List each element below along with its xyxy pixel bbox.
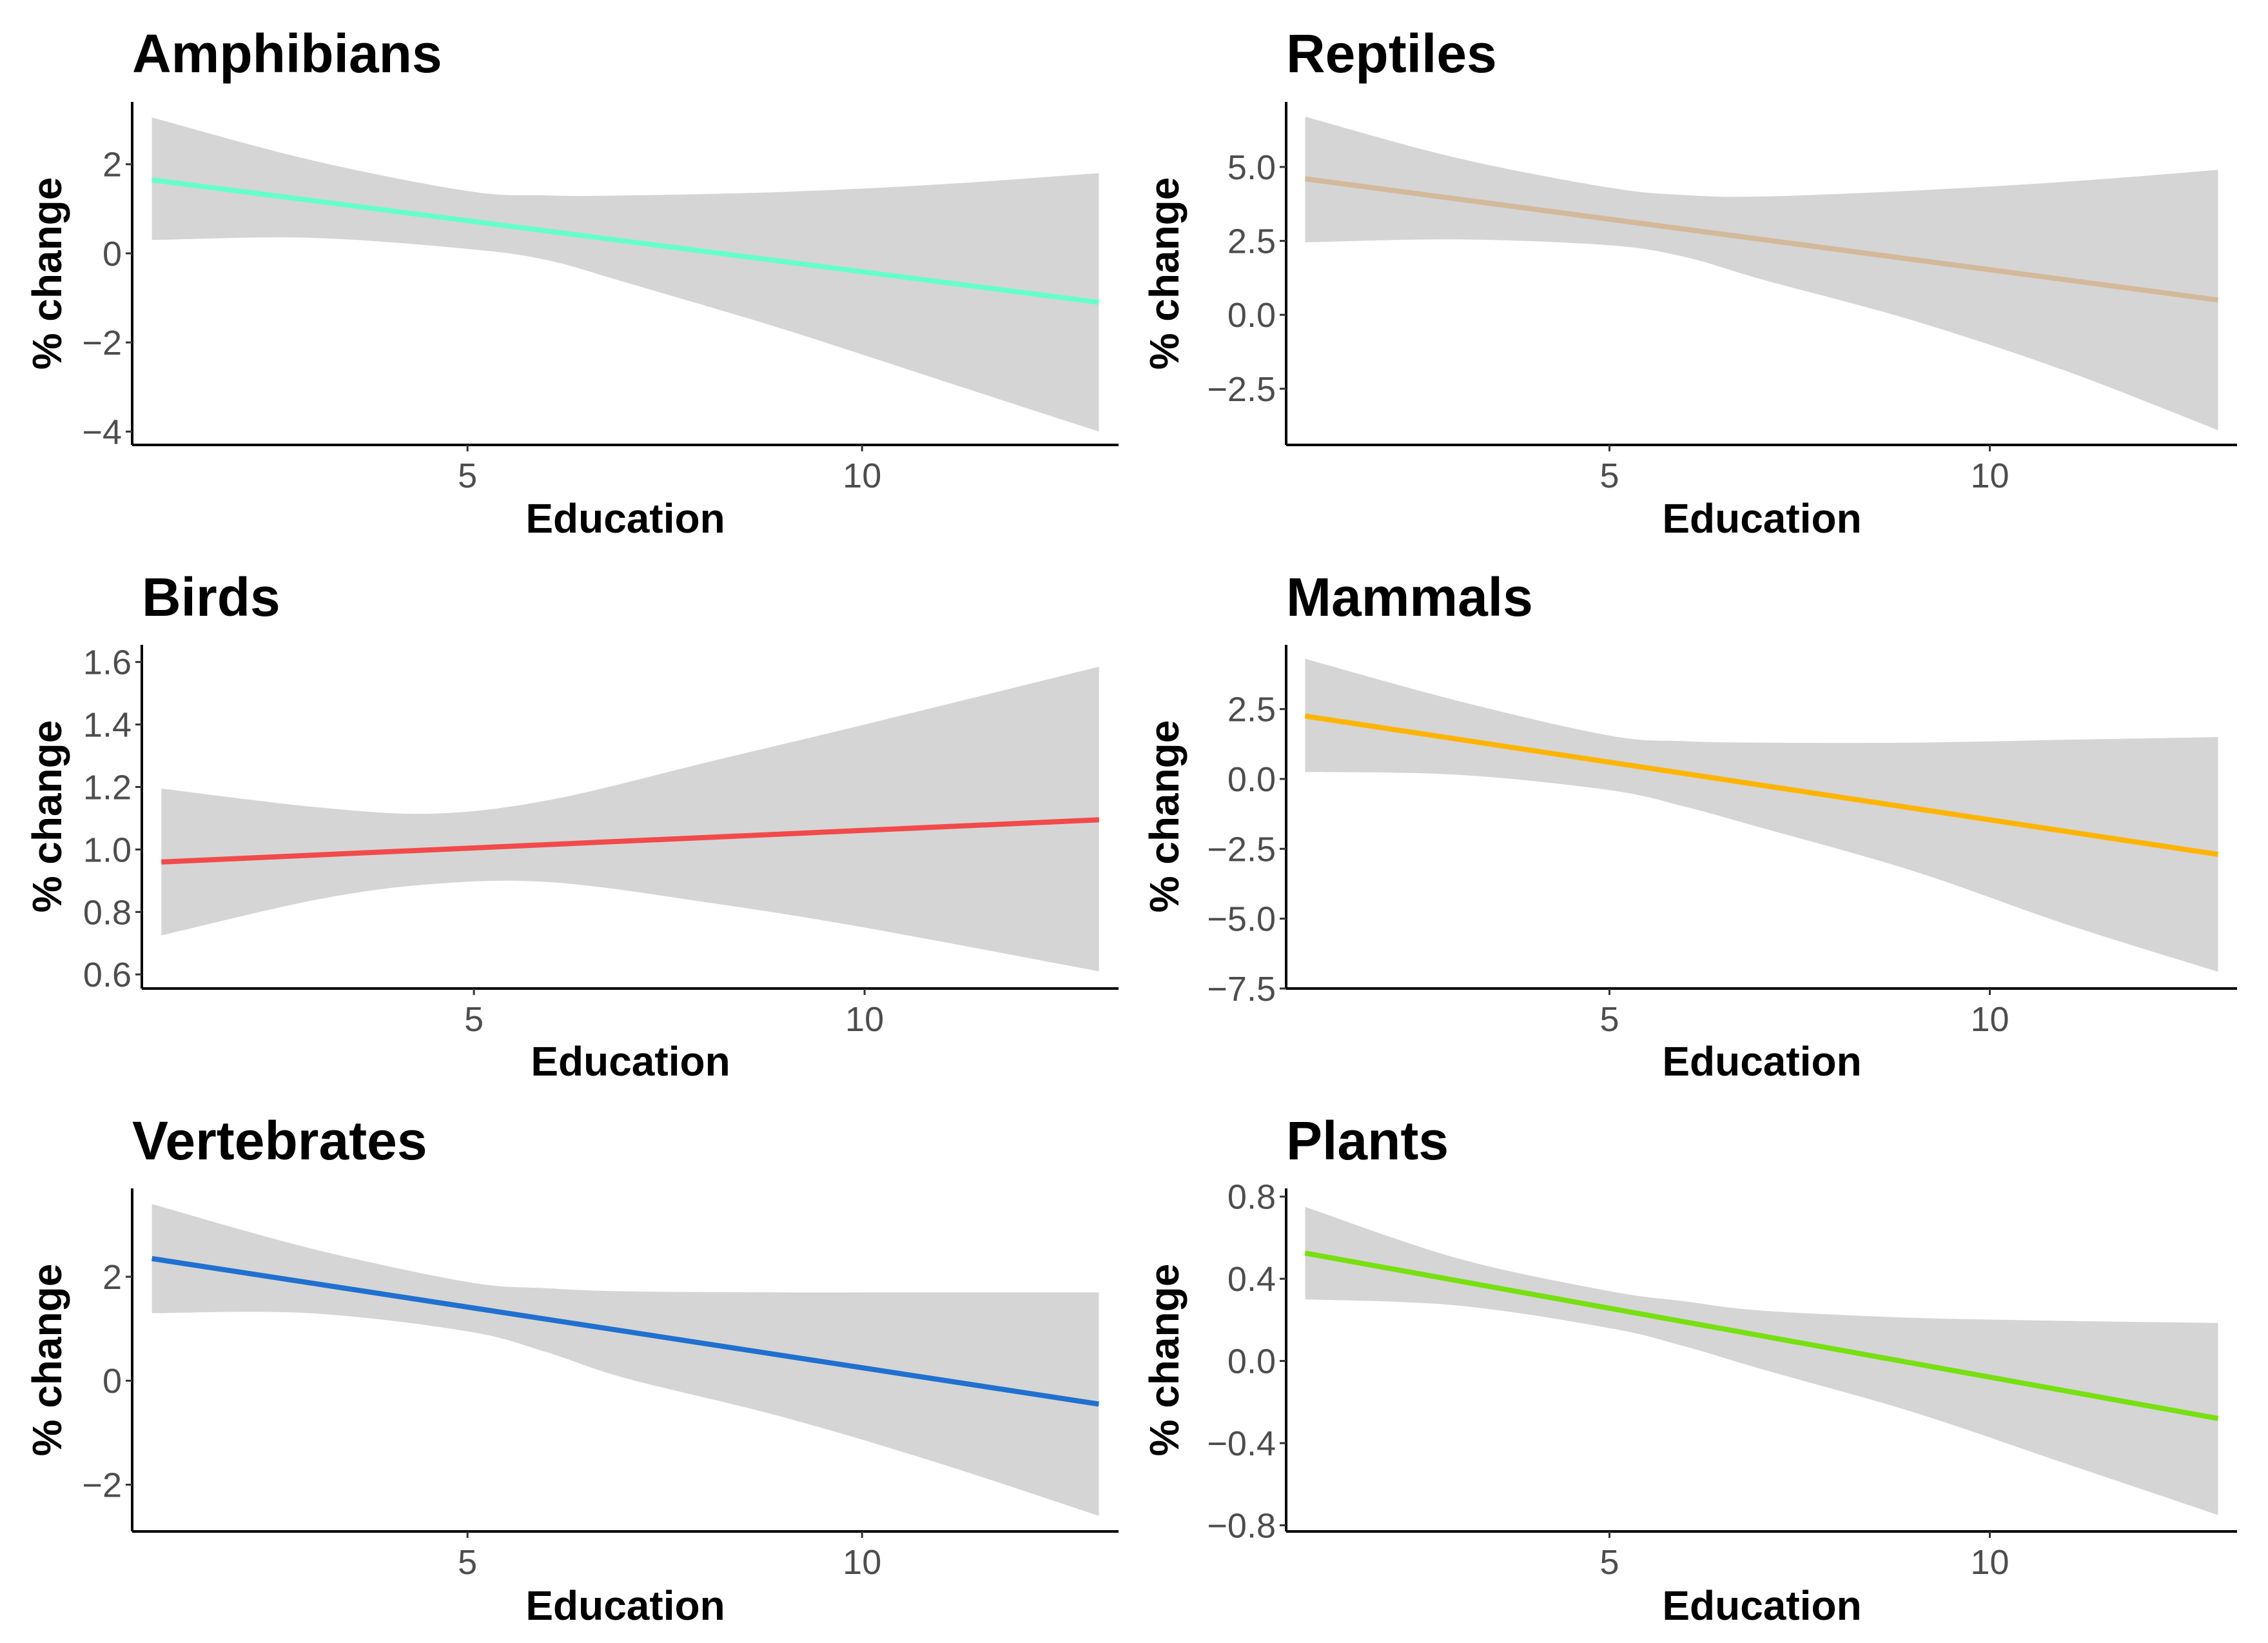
x-tick-label: 10 bbox=[1970, 1000, 2009, 1039]
panel-mammals: Mammals 2.5 0.0 −2.5 −5.0 −7.5 5 10 Education… bbox=[1141, 567, 2237, 1085]
y-tick-label: −7.5 bbox=[1207, 970, 1276, 1008]
x-ticks: 5 10 bbox=[458, 1531, 881, 1582]
x-tick-label: 5 bbox=[458, 457, 477, 495]
panel-amphibians: Amphibians 2 0 −2 −4 5 10 Education % change bbox=[24, 23, 1119, 542]
y-tick-label: 2 bbox=[103, 1258, 122, 1297]
y-tick-label: 2 bbox=[103, 146, 122, 184]
x-ticks: 5 10 bbox=[1599, 1531, 2009, 1582]
x-tick-label: 5 bbox=[1599, 457, 1619, 495]
x-ticks: 5 10 bbox=[458, 445, 881, 495]
x-axis-title: Education bbox=[1662, 1038, 1861, 1085]
y-ticks: 0.8 0.4 0.0 −0.4 −0.8 bbox=[1207, 1178, 1286, 1545]
x-tick-label: 10 bbox=[1970, 1543, 2009, 1582]
y-axis-title: % change bbox=[1141, 177, 1188, 370]
confidence-ribbon bbox=[1305, 1206, 2218, 1515]
y-tick-label: 0.6 bbox=[83, 956, 132, 994]
x-tick-label: 5 bbox=[1599, 1000, 1619, 1039]
y-tick-label: 2.5 bbox=[1227, 691, 1276, 729]
fit-line bbox=[151, 1255, 1100, 1407]
y-ticks: 2 0 −2 −4 bbox=[82, 146, 132, 451]
x-tick-label: 5 bbox=[458, 1543, 477, 1582]
y-tick-label: 0.4 bbox=[1227, 1260, 1276, 1299]
y-tick-label: −4 bbox=[82, 413, 122, 451]
x-ticks: 5 10 bbox=[1599, 989, 2009, 1039]
y-ticks: 1.6 1.4 1.2 1.0 0.8 0.6 bbox=[83, 644, 142, 994]
fit-line bbox=[1304, 713, 2219, 857]
panel-title: Reptiles bbox=[1286, 23, 1497, 84]
panel-title: Mammals bbox=[1286, 567, 1533, 627]
y-tick-label: −2 bbox=[82, 324, 122, 362]
confidence-ribbon bbox=[152, 1204, 1099, 1516]
x-tick-label: 10 bbox=[843, 457, 881, 495]
y-tick-label: −5.0 bbox=[1207, 900, 1276, 939]
panel-birds: Birds 1.6 1.4 1.2 1.0 0.8 0.6 5 10 Education %… bbox=[24, 567, 1119, 1085]
y-tick-label: 0.0 bbox=[1227, 760, 1276, 799]
confidence-ribbon bbox=[161, 666, 1099, 972]
x-ticks: 5 10 bbox=[464, 989, 884, 1039]
y-tick-label: 5.0 bbox=[1227, 148, 1276, 187]
y-axis-title: % change bbox=[1141, 1264, 1188, 1457]
confidence-ribbon bbox=[1305, 116, 2218, 431]
y-tick-label: 1.2 bbox=[83, 768, 132, 807]
panel-reptiles: Reptiles 5.0 2.5 0.0 −2.5 5 10 Education % c… bbox=[1141, 23, 2237, 542]
panel-title: Vertebrates bbox=[132, 1110, 427, 1171]
y-tick-label: 0 bbox=[103, 1362, 122, 1401]
confidence-ribbon bbox=[152, 117, 1099, 432]
x-tick-label: 10 bbox=[845, 1000, 884, 1039]
y-tick-label: 1.4 bbox=[83, 706, 132, 745]
confidence-ribbon bbox=[1305, 658, 2218, 972]
y-tick-label: 0.0 bbox=[1227, 1343, 1276, 1381]
y-tick-label: −2.5 bbox=[1207, 830, 1276, 869]
panel-title: Amphibians bbox=[132, 23, 442, 84]
y-ticks: 5.0 2.5 0.0 −2.5 bbox=[1207, 148, 1286, 409]
x-tick-label: 5 bbox=[464, 1000, 484, 1039]
y-tick-label: 0 bbox=[103, 235, 122, 273]
fit-line bbox=[152, 177, 1099, 305]
y-tick-label: 0.0 bbox=[1227, 296, 1276, 335]
y-tick-label: −2 bbox=[82, 1466, 122, 1504]
fit-line bbox=[1304, 176, 2219, 303]
x-tick-label: 10 bbox=[1970, 457, 2009, 495]
y-tick-label: −0.8 bbox=[1207, 1506, 1276, 1545]
y-tick-label: 0.8 bbox=[1227, 1178, 1276, 1217]
y-axis-title: % change bbox=[24, 177, 70, 370]
panel-vertebrates: Vertebrates 2 0 −2 5 10 Education % change bbox=[24, 1110, 1119, 1629]
y-tick-label: 1.6 bbox=[83, 644, 132, 682]
y-tick-label: 0.8 bbox=[83, 893, 132, 932]
x-axis-title: Education bbox=[531, 1038, 730, 1085]
panel-title: Birds bbox=[142, 567, 280, 627]
x-axis-title: Education bbox=[525, 1582, 725, 1629]
y-axis-title: % change bbox=[24, 1264, 70, 1457]
x-axis-title: Education bbox=[525, 495, 725, 542]
y-tick-label: 1.0 bbox=[83, 831, 132, 869]
x-axis-title: Education bbox=[1662, 495, 1861, 542]
y-axis-title: % change bbox=[24, 720, 70, 913]
panel-title: Plants bbox=[1286, 1110, 1449, 1171]
fit-line bbox=[1304, 1250, 2219, 1421]
x-tick-label: 10 bbox=[843, 1543, 881, 1582]
x-tick-label: 5 bbox=[1599, 1543, 1619, 1582]
panel-plants: Plants 0.8 0.4 0.0 −0.4 −0.8 5 10 Education %… bbox=[1141, 1110, 2237, 1629]
fit-line bbox=[161, 817, 1099, 865]
y-tick-label: 2.5 bbox=[1227, 222, 1276, 261]
y-tick-label: −2.5 bbox=[1207, 370, 1276, 409]
x-axis-title: Education bbox=[1662, 1582, 1861, 1629]
y-tick-label: −0.4 bbox=[1207, 1424, 1276, 1463]
y-ticks: 2 0 −2 bbox=[82, 1258, 132, 1504]
y-ticks: 2.5 0.0 −2.5 −5.0 −7.5 bbox=[1207, 691, 1286, 1008]
y-axis-title: % change bbox=[1141, 720, 1188, 913]
x-ticks: 5 10 bbox=[1599, 445, 2009, 495]
